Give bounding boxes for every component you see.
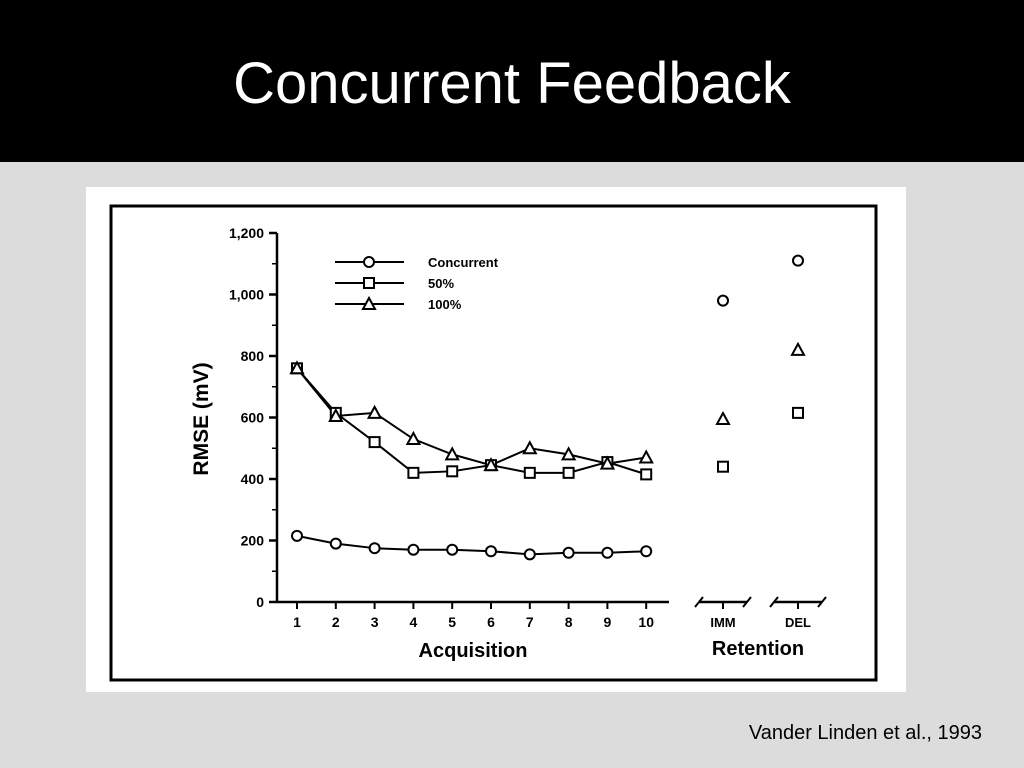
point-triangle (328, 407, 344, 422)
point-circle (485, 545, 497, 558)
axis-break-mark (769, 596, 779, 608)
x-axis-title-retention: Retention (712, 638, 804, 660)
point-circle (446, 543, 459, 556)
legend: Concurrent 50% 100% (335, 255, 499, 312)
point-square (640, 468, 653, 481)
point-square (368, 436, 381, 449)
retention-tick-label: IMM (710, 615, 735, 630)
series-lines (296, 367, 647, 556)
point-circle (562, 546, 575, 559)
series-markers (289, 254, 806, 561)
x-tick-label: 8 (565, 614, 573, 630)
y-axis-title: RMSE (mV) (190, 362, 213, 475)
point-circle (291, 529, 303, 542)
y-tick-label: 1,000 (229, 287, 264, 303)
point-circle (329, 537, 342, 550)
axis-ticks (269, 231, 827, 609)
point-circle (640, 545, 653, 558)
tick-labels: 0 200 400 600 800 1,000 1,200 1 2 3 4 5 6 7 8 9 10 IMM DEL (229, 225, 811, 630)
legend-label: 100% (428, 297, 462, 312)
x-tick-label: 7 (526, 614, 534, 630)
y-tick-label: 200 (241, 533, 265, 549)
point-triangle (444, 446, 460, 461)
chart-panel: 0 200 400 600 800 1,000 1,200 1 2 3 4 5 6 7 8 9 10 IMM DEL… (86, 187, 906, 692)
axis-break-mark (817, 596, 827, 608)
point-circle (407, 543, 420, 556)
point-circle (368, 542, 381, 555)
series-line-square (296, 367, 647, 476)
retention-point-triangle (790, 341, 806, 356)
x-tick-label: 2 (332, 614, 340, 630)
point-square (562, 466, 575, 479)
point-triangle (405, 430, 422, 446)
point-triangle (638, 449, 654, 464)
y-tick-label: 0 (256, 594, 264, 610)
point-triangle (560, 446, 577, 461)
title-bar: Concurrent Feedback (0, 0, 1024, 162)
x-tick-label: 10 (638, 614, 654, 630)
x-axis-title-acquisition: Acquisition (419, 640, 528, 662)
retention-point-circle (792, 254, 804, 267)
legend-label: 50% (428, 276, 454, 291)
point-square (523, 466, 536, 479)
slide-title: Concurrent Feedback (233, 50, 791, 116)
x-tick-label: 9 (604, 614, 612, 630)
retention-point-square (717, 460, 729, 473)
axis-break-mark (742, 596, 752, 608)
y-tick-label: 1,200 (229, 225, 264, 241)
figure-frame (109, 204, 878, 682)
point-triangle (289, 360, 305, 375)
x-tick-label: 4 (410, 614, 418, 630)
retention-point-circle (717, 294, 729, 307)
y-tick-label: 800 (241, 348, 265, 364)
series-line-triangle (296, 367, 647, 467)
series-line-circle (296, 534, 647, 556)
point-triangle (522, 440, 538, 455)
x-tick-label: 1 (293, 614, 301, 630)
y-tick-label: 400 (241, 471, 265, 487)
x-tick-label: 3 (371, 614, 379, 630)
point-triangle (599, 455, 616, 470)
legend-label: Concurrent (428, 255, 499, 270)
y-tick-label: 600 (241, 410, 265, 426)
retention-tick-label: DEL (785, 615, 811, 630)
point-square (407, 466, 420, 479)
retention-point-triangle (715, 410, 731, 426)
x-tick-label: 5 (448, 614, 456, 630)
point-triangle (483, 457, 499, 472)
point-circle (601, 546, 614, 559)
x-tick-label: 6 (487, 614, 495, 630)
point-circle (523, 548, 536, 561)
citation: Vander Linden et al., 1993 (748, 722, 982, 744)
legend-marker-square (363, 277, 375, 289)
point-square (446, 465, 459, 478)
retention-point-square (792, 406, 804, 419)
legend-marker-circle (363, 256, 375, 268)
rmse-chart: 0 200 400 600 800 1,000 1,200 1 2 3 4 5 6 7 8 9 10 IMM DEL… (109, 204, 878, 682)
axis-break-mark (694, 596, 704, 608)
point-triangle (366, 404, 383, 419)
legend-marker-triangle (361, 295, 377, 310)
